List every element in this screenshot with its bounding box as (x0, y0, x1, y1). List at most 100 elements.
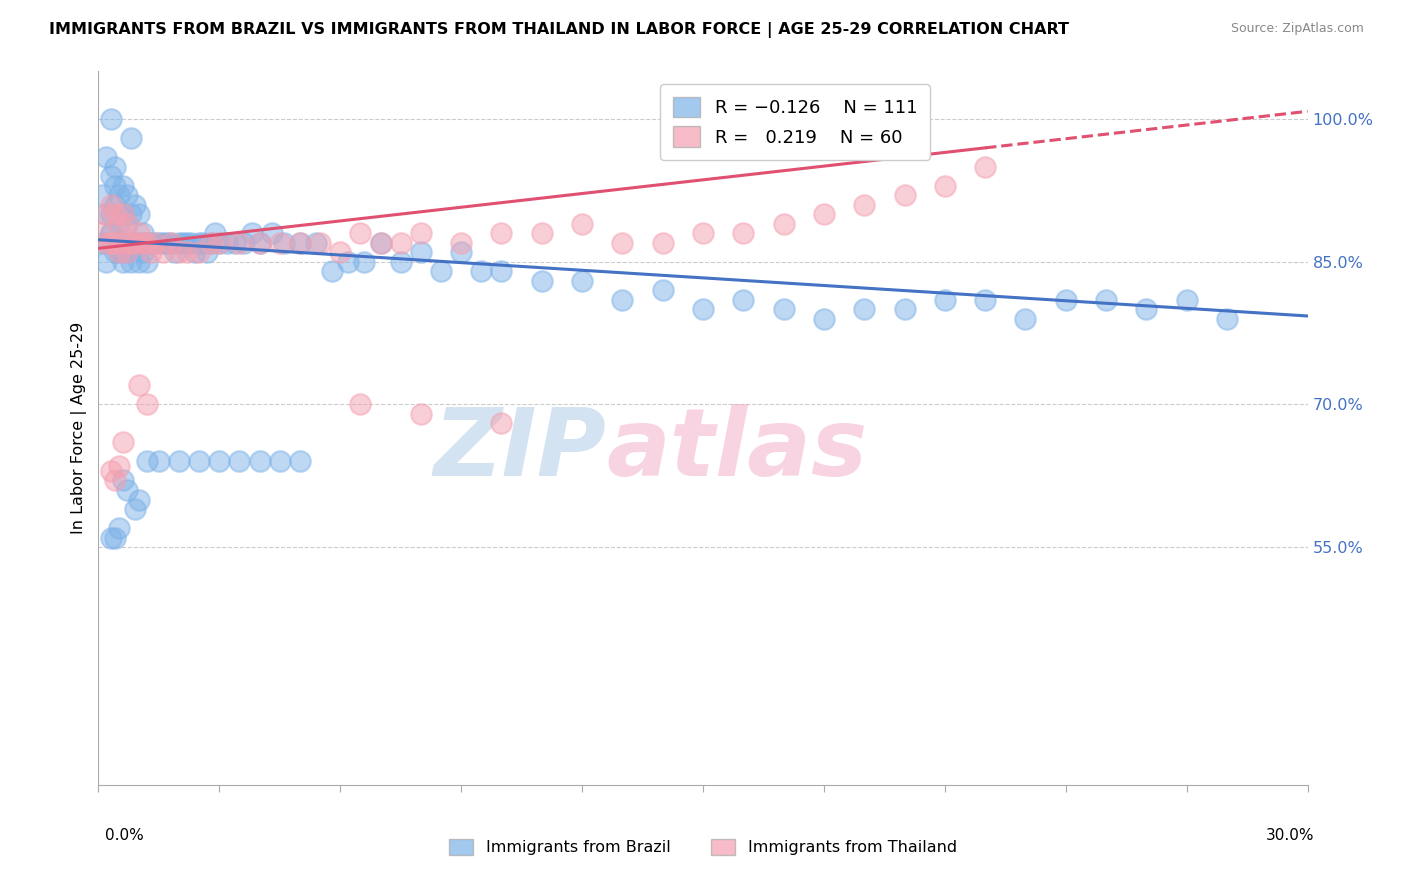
Point (103, 235, 125, 250)
Point (103, 178, 125, 193)
Point (305, 235, 328, 250)
Point (100, 197, 122, 211)
Point (200, 235, 222, 250)
Point (115, 245, 138, 260)
Point (612, 293, 634, 307)
Point (370, 235, 392, 250)
Point (1054, 293, 1077, 307)
Point (160, 235, 183, 250)
Point (111, 178, 134, 193)
Point (1014, 311, 1036, 326)
Point (389, 235, 412, 250)
Point (139, 245, 162, 260)
Point (103, 531, 125, 545)
Point (111, 474, 134, 488)
Point (893, 302, 915, 317)
Point (491, 417, 513, 431)
Point (349, 397, 371, 411)
Point (91, 188, 114, 202)
Point (167, 454, 190, 468)
Point (107, 217, 129, 231)
Point (91, 235, 114, 250)
Point (1135, 302, 1157, 317)
Point (813, 207, 835, 221)
Point (167, 245, 190, 260)
Point (135, 235, 157, 250)
Point (934, 293, 956, 307)
Point (135, 454, 157, 468)
Point (128, 492, 150, 507)
Point (143, 235, 166, 250)
Point (103, 197, 125, 211)
Point (107, 245, 129, 260)
Point (103, 235, 125, 250)
Point (273, 235, 295, 250)
Point (156, 235, 179, 250)
Point (232, 235, 254, 250)
Point (111, 435, 134, 450)
Point (813, 311, 835, 326)
Point (249, 235, 271, 250)
Point (370, 235, 392, 250)
Point (224, 235, 246, 250)
Point (115, 245, 138, 260)
Point (249, 454, 271, 468)
Point (188, 235, 211, 250)
Point (91, 226, 114, 240)
Point (217, 235, 239, 250)
Point (208, 235, 231, 250)
Point (124, 235, 146, 250)
Point (135, 397, 157, 411)
Point (163, 245, 186, 260)
Point (115, 188, 138, 202)
Point (128, 254, 150, 268)
Point (651, 283, 673, 297)
Point (167, 235, 190, 250)
Point (288, 235, 311, 250)
Point (107, 217, 129, 231)
Point (853, 197, 876, 211)
Point (111, 207, 134, 221)
Point (176, 235, 198, 250)
Point (100, 169, 122, 183)
Point (132, 235, 155, 250)
Point (111, 254, 134, 268)
Point (193, 235, 215, 250)
Point (269, 235, 291, 250)
Point (228, 454, 250, 468)
Point (115, 483, 138, 497)
Point (974, 293, 997, 307)
Text: atlas: atlas (606, 403, 868, 496)
Point (143, 235, 166, 250)
Text: 30.0%: 30.0% (1267, 828, 1315, 843)
Point (349, 226, 371, 240)
Text: ZIP: ZIP (433, 403, 606, 496)
Point (107, 188, 129, 202)
Point (128, 226, 150, 240)
Y-axis label: In Labor Force | Age 25-29: In Labor Force | Age 25-29 (72, 322, 87, 534)
Point (288, 235, 311, 250)
Point (107, 245, 129, 260)
Point (132, 226, 155, 240)
Point (733, 226, 755, 240)
Point (100, 235, 122, 250)
Point (188, 245, 211, 260)
Point (115, 217, 138, 231)
Point (100, 207, 122, 221)
Point (337, 254, 360, 268)
Point (120, 235, 142, 250)
Point (176, 245, 198, 260)
Point (228, 235, 250, 250)
Point (96, 207, 118, 221)
Text: IMMIGRANTS FROM BRAZIL VS IMMIGRANTS FROM THAILAND IN LABOR FORCE | AGE 25-29 CO: IMMIGRANTS FROM BRAZIL VS IMMIGRANTS FRO… (49, 22, 1069, 38)
Point (111, 235, 134, 250)
Point (571, 217, 593, 231)
Point (124, 502, 146, 516)
Point (100, 226, 122, 240)
Point (288, 454, 311, 468)
Point (329, 245, 352, 260)
Point (353, 254, 375, 268)
Point (204, 226, 226, 240)
Legend: R = −0.126    N = 111, R =   0.219    N = 60: R = −0.126 N = 111, R = 0.219 N = 60 (661, 84, 929, 160)
Point (571, 274, 593, 288)
